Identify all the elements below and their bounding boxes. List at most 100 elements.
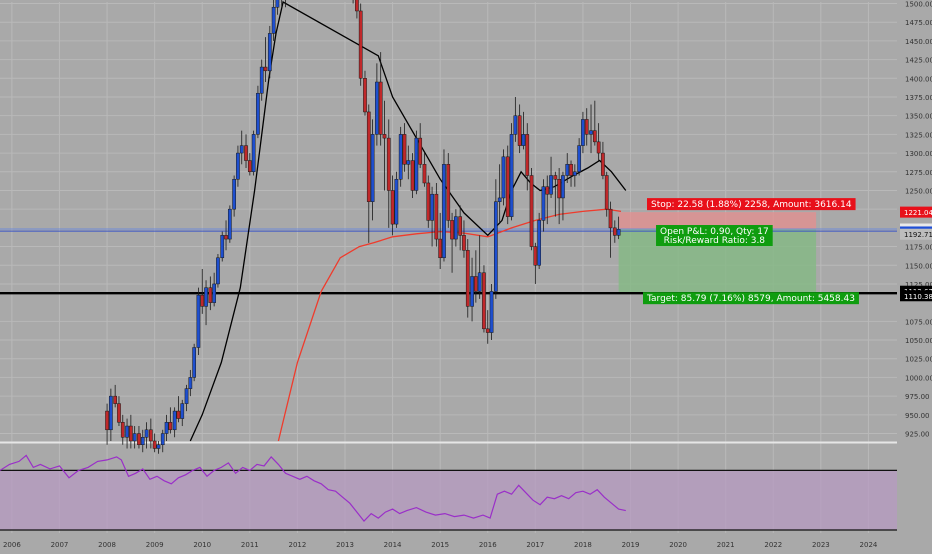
candle: [363, 70, 367, 116]
candle: [572, 164, 577, 187]
candle: [358, 3, 363, 86]
candle: [200, 268, 205, 314]
candle: [406, 145, 411, 180]
candle: [140, 429, 145, 453]
candle-body-up: [271, 6, 276, 34]
candle: [120, 414, 125, 445]
candle: [263, 37, 268, 83]
candle-body-up: [132, 433, 137, 442]
candle: [239, 130, 244, 165]
candle-body-down: [612, 227, 617, 236]
candle: [208, 276, 213, 311]
candle: [589, 104, 593, 154]
candle-body-down: [465, 250, 470, 307]
candle-body-down: [120, 422, 125, 438]
candle-body-up: [497, 197, 502, 202]
candle: [164, 414, 169, 441]
candle: [616, 216, 621, 240]
price-tag: [900, 228, 932, 240]
candle-body-up: [477, 272, 482, 292]
time-tick-label: 2016: [479, 541, 497, 549]
candle: [422, 153, 427, 187]
time-axis[interactable]: 2006 2007 2008 2009 2010 2011 2012 2013 2014 2015…: [0, 537, 932, 550]
price-tick-label: 1050.00: [905, 337, 932, 345]
candle-body-down: [446, 164, 451, 221]
candle-body-up: [109, 395, 113, 431]
candle: [505, 145, 510, 225]
rsi-band: [0, 470, 897, 531]
candle-body-up: [489, 291, 494, 333]
candle: [125, 418, 129, 449]
time-tick-label: 2009: [146, 541, 164, 549]
candle: [584, 108, 589, 146]
candle-body-down: [608, 208, 613, 229]
candle-body-down: [517, 115, 522, 146]
price-tick-label: 1075.00: [905, 318, 932, 326]
candle: [513, 96, 518, 142]
candle: [501, 149, 506, 206]
candle: [152, 433, 157, 453]
candle-body-up: [589, 130, 593, 135]
candle-body-up: [565, 164, 570, 176]
candle: [577, 138, 581, 176]
long-position-tool[interactable]: [618, 212, 817, 294]
candle: [168, 407, 173, 434]
candle-body-down: [176, 410, 181, 419]
candle-body-up: [251, 134, 256, 173]
candle: [450, 212, 454, 273]
candle: [612, 220, 617, 243]
candle: [549, 156, 553, 198]
price-axis[interactable]: 1500.00 1475.00 1450.00 1425.00 1400.00 1375.…: [897, 0, 932, 540]
candle-body-down: [355, 0, 359, 12]
candle-body-down: [557, 178, 561, 199]
price-axis-tags: 1221.041198.461197.561192.711112.671110.…: [900, 206, 932, 302]
price-tick-label: 1500.00: [905, 0, 932, 8]
candle-body-down: [458, 216, 463, 236]
candle-body-up: [160, 433, 165, 445]
candle-body-up: [414, 137, 419, 191]
candle-body-up: [509, 134, 514, 217]
candle-body-up: [537, 220, 542, 266]
candle-body-up: [125, 425, 129, 438]
target-label: Target: 85.79 (7.16%) 8579, Amount: 5458…: [646, 294, 855, 304]
candle-body-up: [521, 134, 526, 146]
candle: [509, 123, 514, 221]
rsi-line: [0, 454, 626, 523]
candle-body-down: [529, 175, 534, 247]
price-tick-label: 1000.00: [905, 374, 932, 382]
price-tick-label: 1025.00: [905, 356, 932, 364]
candle-body-up: [430, 193, 434, 221]
price-tick-label: 1175.00: [905, 244, 932, 252]
candle-body-down: [358, 10, 363, 79]
time-tick-label: 2018: [574, 541, 592, 549]
time-tick-label: 2008: [98, 541, 116, 549]
candle: [497, 164, 502, 225]
candle-body-up: [196, 294, 201, 348]
candle: [105, 403, 109, 445]
candle-body-down: [224, 235, 228, 240]
candle: [604, 171, 609, 217]
time-tick-label: 2023: [812, 541, 830, 549]
candle-body-down: [592, 130, 597, 143]
stop-loss-zone[interactable]: [618, 212, 817, 230]
candle-body-down: [596, 141, 601, 154]
candle-body-up: [204, 287, 208, 307]
candle: [275, 0, 280, 15]
candle-body-up: [577, 145, 581, 173]
candle: [474, 250, 478, 303]
candle-body-up: [172, 410, 177, 431]
time-tick-label: 2022: [764, 541, 782, 549]
candle: [267, 25, 272, 79]
candle-body-down: [382, 134, 387, 139]
candle-body-down: [168, 422, 173, 431]
price-tick-label: 975.00: [905, 393, 930, 401]
candle-body-down: [482, 272, 486, 330]
time-tick-label: 2017: [526, 541, 544, 549]
candle-body-up: [184, 388, 189, 404]
candle-body-up: [572, 171, 577, 176]
candle-body-down: [378, 81, 383, 135]
candle: [596, 123, 601, 161]
candle-body-down: [247, 160, 252, 173]
